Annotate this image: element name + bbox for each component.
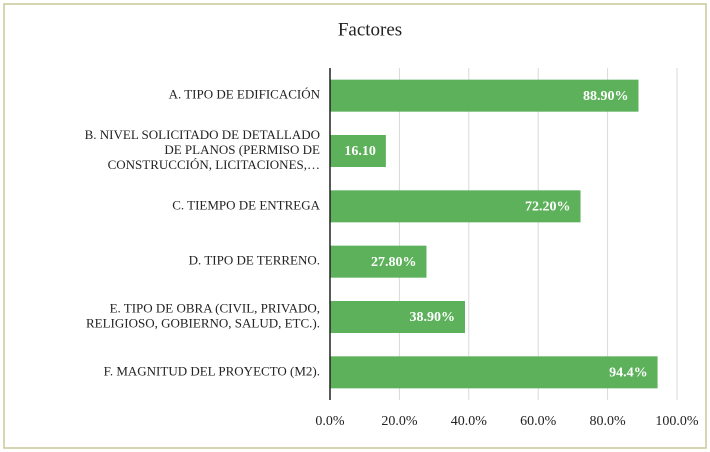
bar xyxy=(330,356,658,389)
value-label: 16.10 xyxy=(344,144,376,159)
chart-title: Factores xyxy=(338,19,402,40)
x-tick-label: 60.0% xyxy=(520,414,557,429)
x-tick-label: 80.0% xyxy=(590,414,627,429)
y-tick-label: D. TIPO DE TERRENO. xyxy=(189,253,320,268)
value-label: 94.4% xyxy=(609,366,648,381)
value-label: 72.20% xyxy=(525,200,571,215)
bar xyxy=(330,190,581,223)
y-tick-label: F. MAGNITUD DEL PROYECTO (M2). xyxy=(104,363,320,378)
y-tick-label: A. TIPO DE EDIFICACIÓN xyxy=(169,87,321,102)
x-tick-label: 100.0% xyxy=(655,414,699,429)
value-label: 38.90% xyxy=(409,310,455,325)
bar xyxy=(330,301,465,333)
bar xyxy=(330,135,386,167)
value-label: 27.80% xyxy=(371,255,417,270)
x-tick-label: 20.0% xyxy=(381,414,418,429)
y-tick-label: B. NIVEL SOLICITADO DE DETALLADO DE PLANO… xyxy=(85,127,320,172)
y-tick-label: C. TIEMPO DE ENTREGA xyxy=(172,197,320,212)
bar xyxy=(330,245,427,278)
x-tick-label: 40.0% xyxy=(451,414,488,429)
y-tick-label: E. TIPO DE OBRA (CIVIL, PRIVADO, RELIGIOS… xyxy=(86,300,320,330)
bar xyxy=(330,79,639,112)
value-label: 88.90% xyxy=(583,89,629,104)
x-tick-label: 0.0% xyxy=(315,414,345,429)
